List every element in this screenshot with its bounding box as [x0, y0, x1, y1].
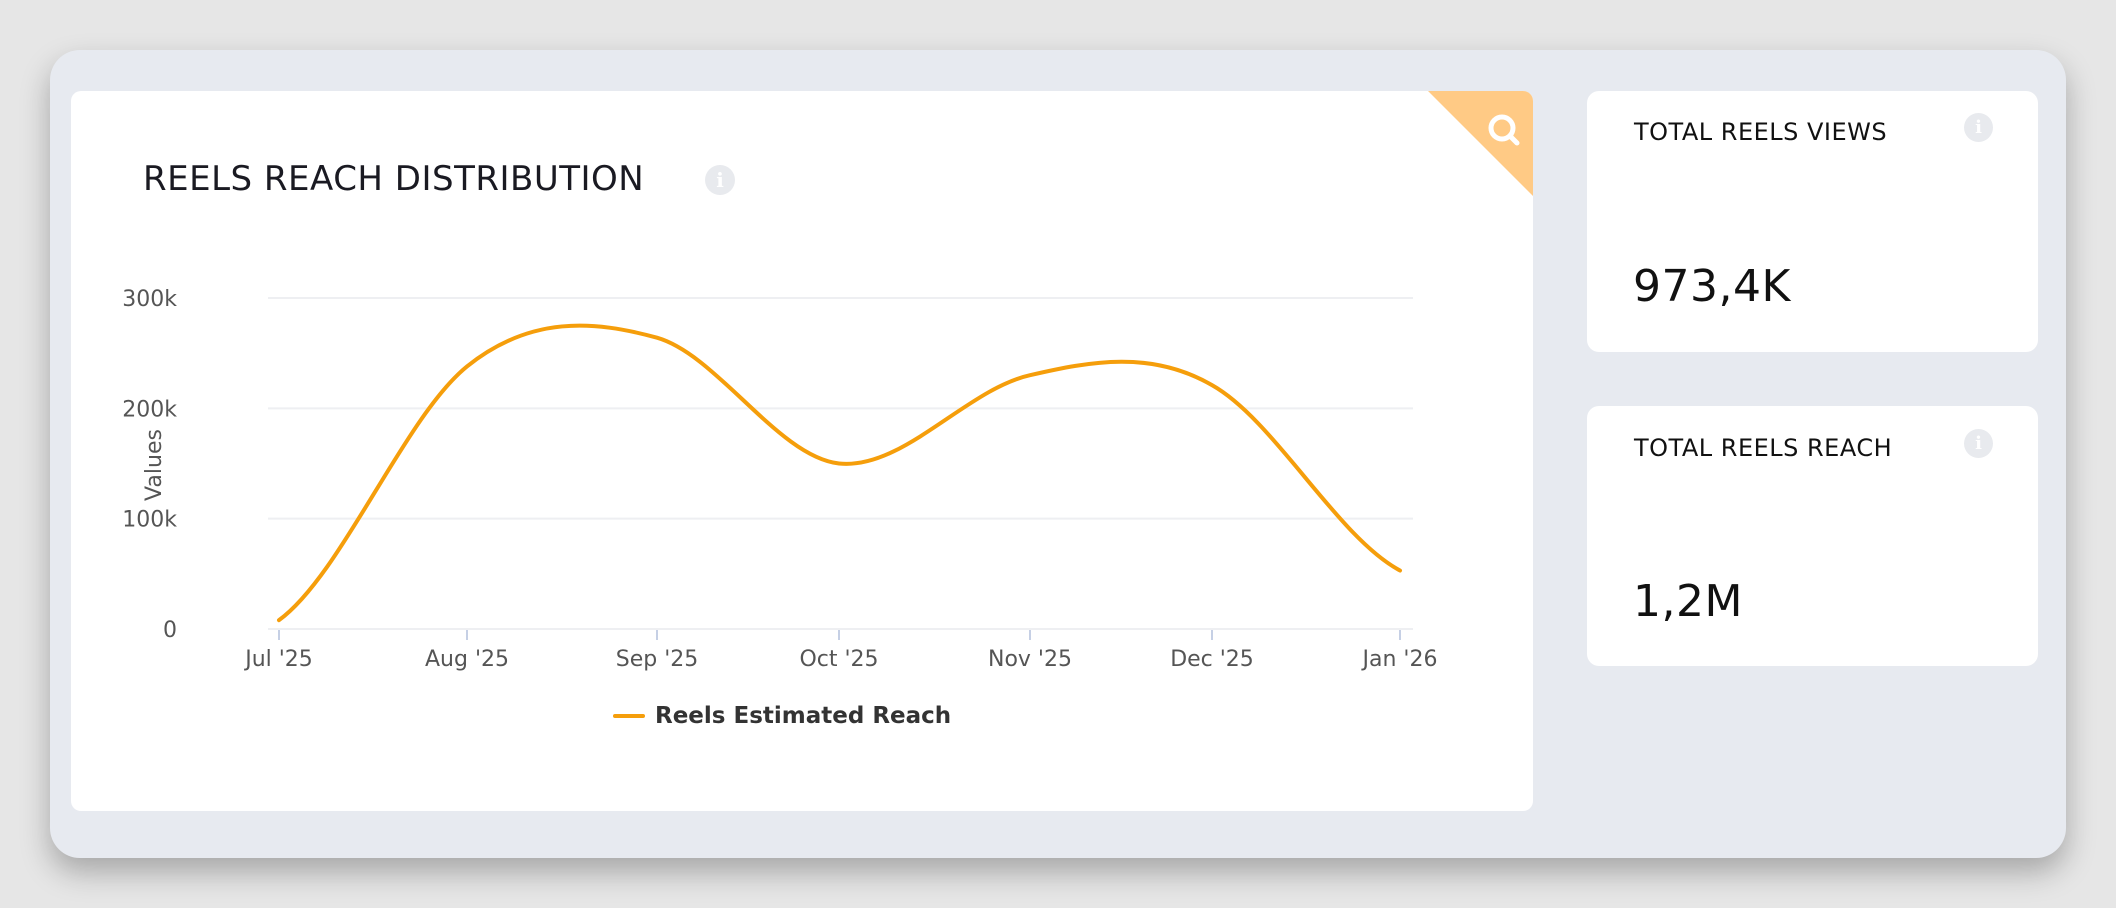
info-icon[interactable]: i — [1964, 429, 1993, 458]
chart-title: REELS REACH DISTRIBUTION — [143, 159, 645, 199]
total-reels-views-card: TOTAL REELS VIEWS i 973,4K — [1587, 91, 2038, 352]
series-line[interactable] — [277, 323, 1402, 623]
x-tick-label: Jul '25 — [243, 647, 313, 672]
x-tick-label: Oct '25 — [799, 647, 878, 672]
x-tick-label: Aug '25 — [425, 647, 509, 672]
x-tick-label: Sep '25 — [616, 647, 699, 672]
stat-label: TOTAL REELS VIEWS — [1634, 118, 1888, 146]
legend-item[interactable]: Reels Estimated Reach — [613, 703, 951, 729]
stat-label: TOTAL REELS REACH — [1634, 434, 1893, 462]
x-tick-label: Nov '25 — [988, 647, 1072, 672]
search-icon — [1488, 114, 1520, 146]
y-tick-label: 300k — [122, 287, 177, 312]
stat-value: 1,2M — [1633, 576, 1743, 627]
legend-line-icon — [613, 714, 645, 718]
reach-distribution-card: REELS REACH DISTRIBUTION i 0 100k 200k 300k… — [71, 91, 1533, 811]
y-tick-label: 100k — [122, 508, 177, 533]
x-tick-label: Dec '25 — [1170, 647, 1254, 672]
legend-label: Reels Estimated Reach — [655, 703, 952, 729]
y-tick-label: 0 — [163, 618, 177, 643]
zoom-corner-button[interactable] — [1428, 91, 1533, 196]
x-tick-label: Jan '26 — [1361, 647, 1438, 672]
total-reels-reach-card: TOTAL REELS REACH i 1,2M — [1587, 406, 2038, 666]
line-chart: 0 100k 200k 300k Jul '25 Aug '25 Sep '25 Oct '2… — [122, 287, 1438, 672]
stat-value: 973,4K — [1633, 261, 1791, 312]
y-tick-label: 200k — [122, 397, 177, 422]
info-icon[interactable]: i — [1964, 113, 1993, 142]
info-icon[interactable]: i — [705, 165, 735, 195]
y-axis-title: Values — [142, 429, 167, 501]
